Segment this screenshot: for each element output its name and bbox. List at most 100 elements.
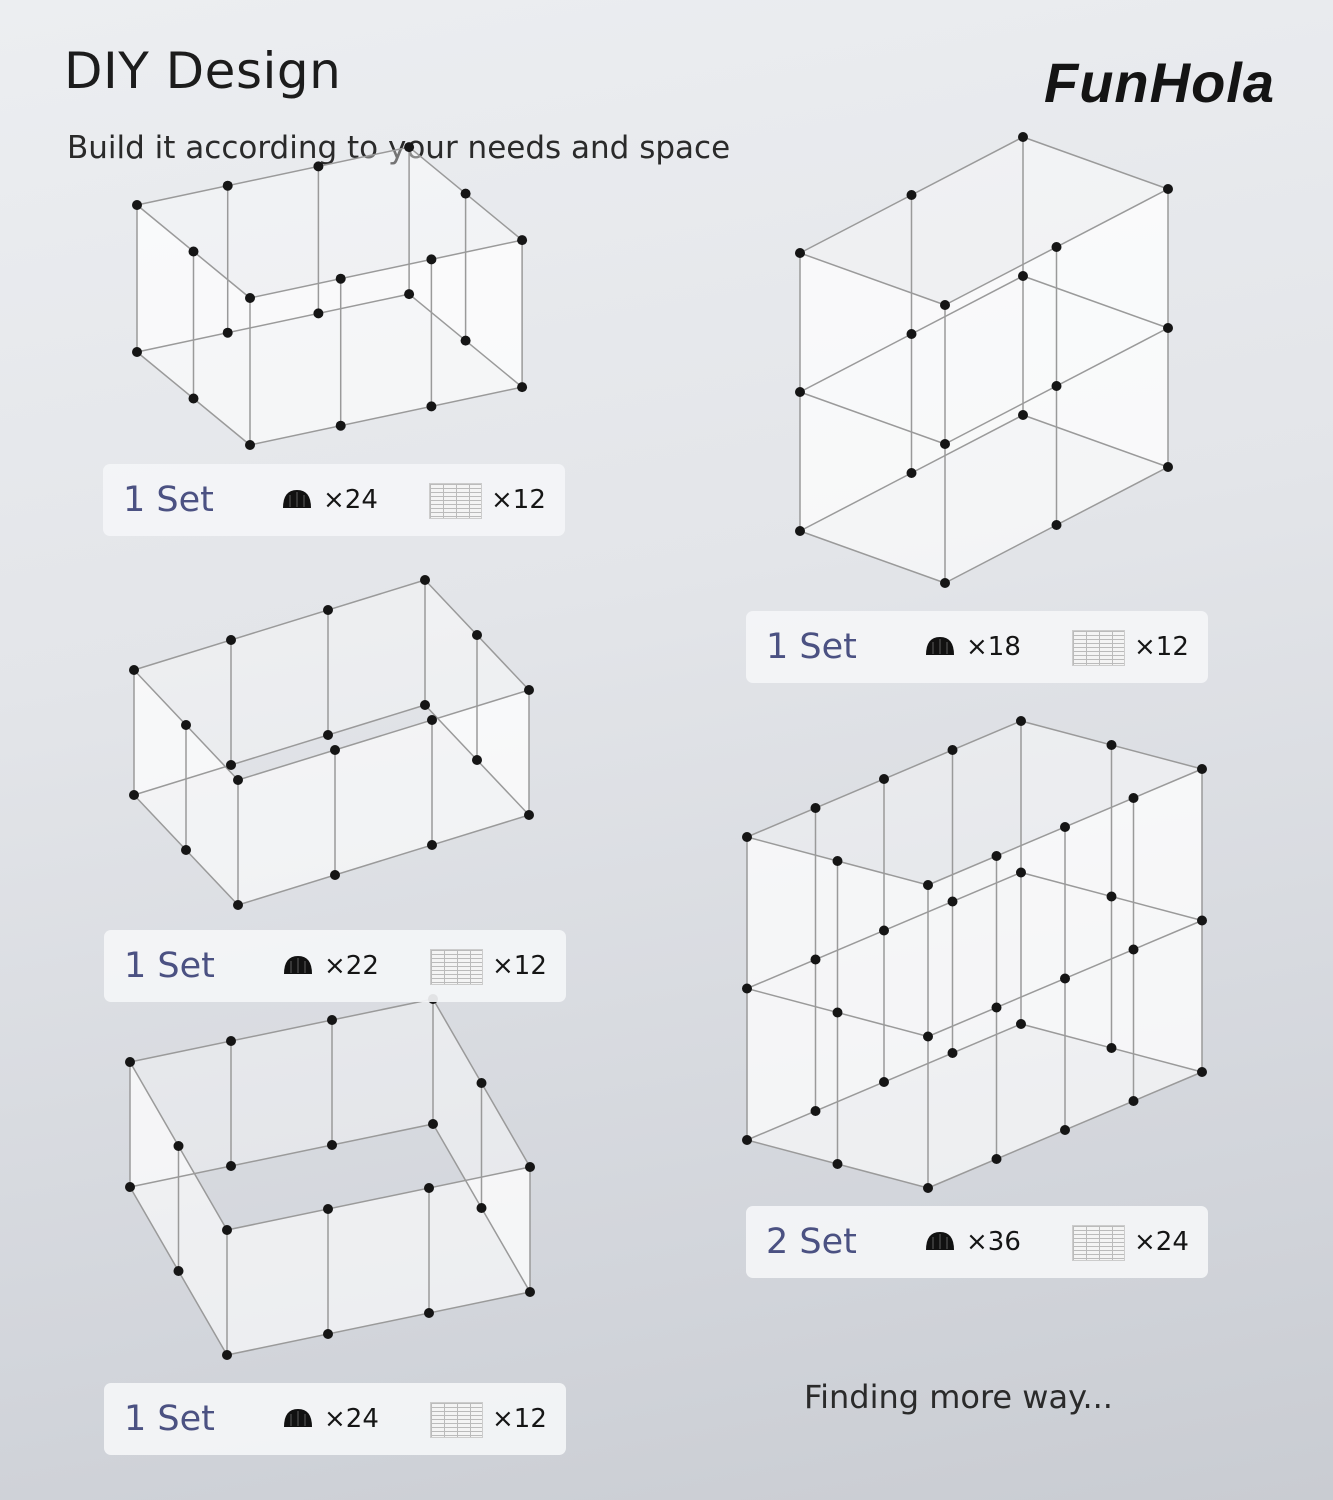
more-ways-text: Finding more way... xyxy=(804,1378,1113,1416)
grid-panel-icon xyxy=(1072,1225,1125,1261)
connector-node xyxy=(1051,242,1062,252)
cage-rod xyxy=(799,391,946,445)
panel-quantity: ×24 xyxy=(1134,1227,1189,1257)
connector-node xyxy=(427,715,437,725)
connector-node xyxy=(1106,891,1117,902)
set-count: 1 Set xyxy=(123,480,214,520)
cage-rod xyxy=(237,814,530,906)
page-title: DIY Design xyxy=(64,42,342,100)
connector-node xyxy=(1106,1043,1117,1053)
set-count: 2 Set xyxy=(766,1222,857,1262)
set-count: 1 Set xyxy=(124,946,215,986)
connector-node xyxy=(323,605,333,615)
cage-rod xyxy=(133,579,426,671)
connector-quantity: ×18 xyxy=(966,632,1021,662)
connector-node xyxy=(1016,867,1026,878)
config-badge-2: 1 Set ×18 ×12 xyxy=(746,611,1208,683)
cage-rod xyxy=(133,704,426,796)
connector-node xyxy=(460,188,471,199)
connector-node xyxy=(181,720,191,730)
connector-node xyxy=(1128,944,1139,955)
cage-rod xyxy=(799,530,946,584)
connector-node xyxy=(188,393,199,404)
config-badge-1: 1 Set ×24 ×12 xyxy=(103,464,565,536)
connector-node xyxy=(1106,740,1117,750)
connector-node xyxy=(129,665,139,675)
connector-dome-icon xyxy=(284,956,312,974)
connector-node xyxy=(226,1161,236,1171)
connector-node xyxy=(426,401,437,412)
grid-panel-icon xyxy=(429,483,482,519)
connector-node xyxy=(132,347,142,357)
connector-dome-icon xyxy=(926,1232,954,1250)
cage-panel xyxy=(130,999,433,1187)
connector-node xyxy=(923,1031,933,1042)
connector-node xyxy=(335,420,346,431)
connector-node xyxy=(906,329,917,339)
brand-logo: FunHola xyxy=(1044,51,1275,114)
connector-node xyxy=(940,300,950,310)
cage-rod xyxy=(237,689,530,781)
connector-node xyxy=(323,730,333,740)
connector-quantity: ×36 xyxy=(966,1227,1021,1257)
connector-node xyxy=(947,745,958,755)
cage-rod xyxy=(129,998,434,1063)
connector-node xyxy=(832,1159,843,1169)
connector-node xyxy=(327,1015,337,1025)
connector-node xyxy=(1051,520,1062,530)
connector-node xyxy=(525,1287,535,1297)
cage-panel xyxy=(227,1167,530,1355)
connector-node xyxy=(947,896,958,907)
connector-node xyxy=(129,790,139,800)
connector-node xyxy=(1197,915,1207,926)
connector-node xyxy=(923,880,933,890)
connector-node xyxy=(173,1141,184,1151)
connector-node xyxy=(879,1077,889,1087)
connector-node xyxy=(991,1002,1002,1013)
cage-rod xyxy=(1022,414,1169,468)
connector-quantity: ×24 xyxy=(324,1404,379,1434)
connector-dome-icon xyxy=(926,637,954,655)
connector-node xyxy=(1163,323,1173,333)
cage-rod xyxy=(129,1123,434,1188)
connector-node xyxy=(795,248,805,258)
cage-rod xyxy=(136,146,410,206)
set-count: 1 Set xyxy=(124,1399,215,1439)
connector-node xyxy=(330,870,340,880)
page-subtitle: Build it according to your needs and spa… xyxy=(67,130,731,166)
connector-node xyxy=(404,289,415,300)
connector-node xyxy=(742,832,752,842)
connector-node xyxy=(226,635,236,645)
connector-node xyxy=(222,1225,232,1235)
connector-node xyxy=(125,1182,135,1192)
connector-node xyxy=(524,685,534,695)
connector-node xyxy=(742,983,752,994)
connector-node xyxy=(1016,716,1026,726)
connector-node xyxy=(428,1119,438,1129)
cage-rod xyxy=(226,1166,531,1231)
connector-node xyxy=(222,327,233,338)
connector-node xyxy=(1051,381,1062,391)
connector-node xyxy=(795,387,805,397)
connector-node xyxy=(472,755,482,765)
connector-node xyxy=(991,851,1002,861)
connector-node xyxy=(940,578,950,588)
connector-node xyxy=(222,180,233,191)
connector-node xyxy=(810,1106,821,1116)
connector-node xyxy=(188,246,199,257)
connector-node xyxy=(420,700,430,710)
connector-node xyxy=(1016,1019,1026,1029)
connector-node xyxy=(132,200,142,210)
connector-node xyxy=(125,1057,135,1067)
cage-rod xyxy=(249,239,523,299)
connector-node xyxy=(313,308,324,319)
connector-node xyxy=(245,440,255,450)
cage-panel xyxy=(134,580,425,795)
connector-node xyxy=(1163,184,1173,194)
connector-node xyxy=(1060,1125,1070,1135)
connector-node xyxy=(1197,764,1207,774)
connector-dome-icon xyxy=(283,490,311,508)
connector-node xyxy=(233,900,243,910)
connector-node xyxy=(426,254,437,265)
